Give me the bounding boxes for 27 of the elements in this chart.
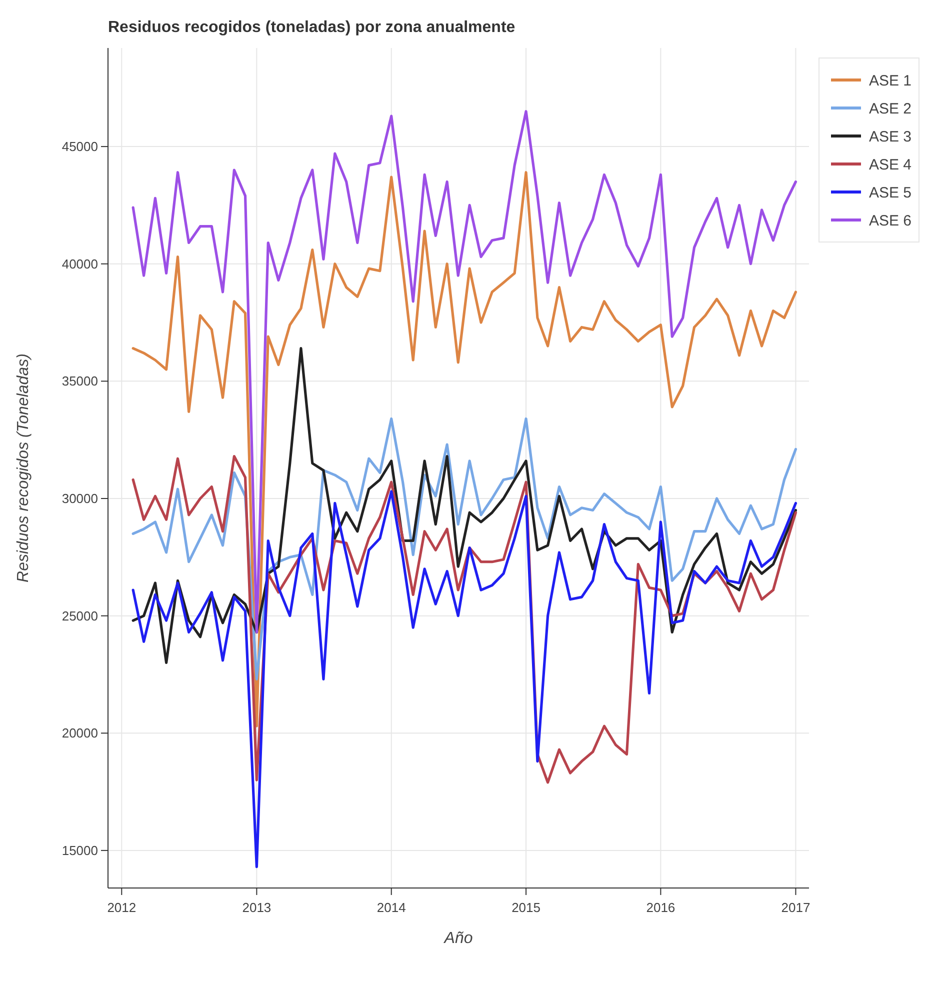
y-tick-label: 30000 [62, 491, 98, 506]
legend-label: ASE 2 [869, 100, 912, 118]
x-tick-label: 2017 [781, 900, 810, 915]
y-tick-label: 40000 [62, 256, 98, 272]
y-tick-label: 25000 [62, 608, 98, 624]
x-tick-label: 2015 [512, 900, 540, 915]
line-series [132, 171, 798, 728]
line-series [132, 417, 798, 680]
y-tick-label: 20000 [62, 726, 98, 741]
y-axis-title: Residuos recogidos (Toneladas) [15, 354, 32, 582]
x-axis-title: Año [443, 930, 473, 947]
chart-title: Residuos recogidos (toneladas) por zona anualmente [108, 19, 516, 36]
line-series [132, 347, 798, 664]
line-series [132, 110, 798, 634]
x-tick-label: 2013 [242, 900, 272, 915]
x-tick-label: 2014 [376, 900, 406, 915]
y-tick-label: 15000 [62, 843, 98, 858]
x-tick-label: 2012 [107, 900, 136, 915]
legend-label: ASE 1 [869, 72, 912, 90]
x-tick-label: 2016 [646, 900, 676, 915]
legend-label: ASE 6 [869, 212, 912, 230]
legend-label: ASE 4 [869, 156, 912, 174]
legend-label: ASE 5 [869, 184, 912, 202]
y-tick-label: 35000 [62, 374, 98, 389]
legend-label: ASE 3 [869, 128, 912, 146]
y-tick-label: 45000 [62, 139, 98, 154]
line-series [132, 490, 798, 868]
